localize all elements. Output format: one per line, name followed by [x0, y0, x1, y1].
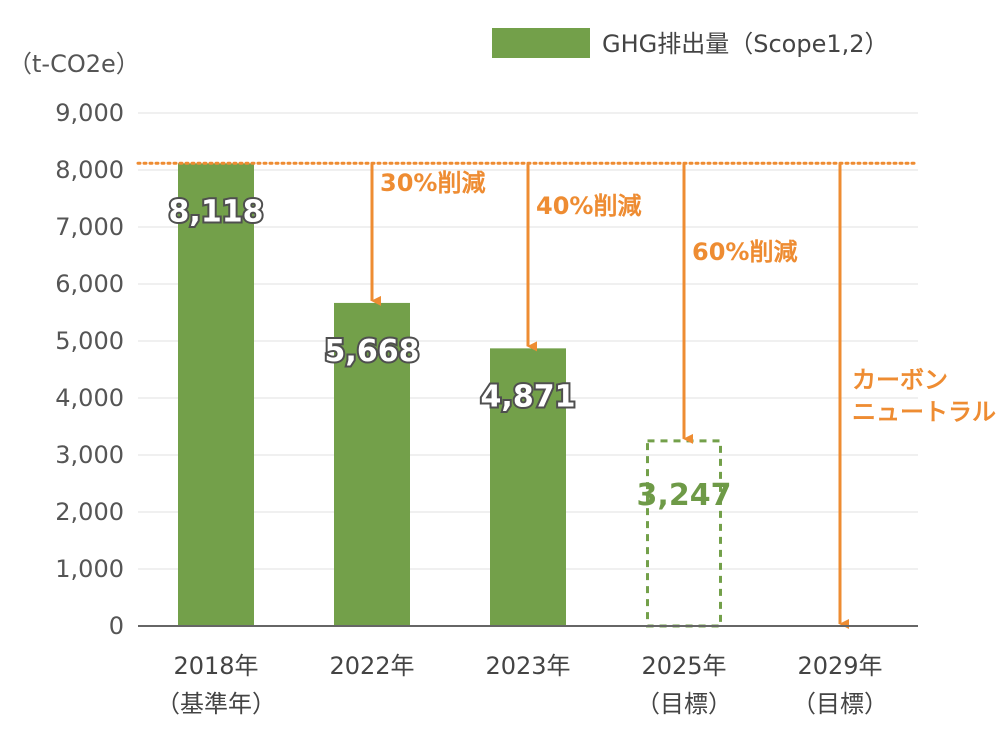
y-tick-label: 1,000: [55, 555, 124, 583]
bar-value-label: 4,871: [481, 379, 576, 414]
x-category-sublabel: （目標）: [636, 690, 732, 718]
y-tick-label: 4,000: [55, 384, 124, 412]
bar: [178, 163, 254, 627]
reduction-label-line2: ニュートラル: [852, 398, 996, 426]
legend-swatch: [492, 28, 590, 58]
reduction-label: カーボン: [852, 366, 948, 394]
x-category-label: 2018年: [173, 652, 258, 680]
y-axis-ticks: 9,000 8,000 7,000 6,000 5,000 4,000 3,000 2,000…: [55, 99, 124, 640]
y-tick-label: 2,000: [55, 498, 124, 526]
bar-value-label: 5,668: [325, 334, 420, 369]
y-tick-label: 7,000: [55, 213, 124, 241]
reduction-label: 60%削減: [692, 238, 797, 266]
y-tick-label: 3,000: [55, 441, 124, 469]
legend-label: GHG排出量（Scope1,2）: [602, 30, 889, 58]
x-category-sublabel: （基準年）: [156, 690, 276, 718]
reduction-label: 40%削減: [536, 192, 641, 220]
y-tick-label: 9,000: [55, 99, 124, 127]
x-category-label: 2022年: [329, 652, 414, 680]
x-category-label: 2029年: [797, 652, 882, 680]
y-tick-label: 6,000: [55, 270, 124, 298]
bar: [490, 348, 566, 626]
x-axis-categories: 2018年 （基準年） 2022年 2023年 2025年 （目標） 2029年 （目標）: [156, 652, 888, 718]
bar-value-labels: 8,118 5,668 4,871 3,247: [167, 192, 732, 513]
y-tick-label: 0: [109, 612, 124, 640]
x-category-label: 2025年: [641, 652, 726, 680]
target-value-label: 3,247: [637, 478, 732, 513]
reduction-label: 30%削減: [380, 169, 485, 197]
y-tick-label: 5,000: [55, 327, 124, 355]
y-axis-unit-label: （t-CO2e）: [8, 50, 140, 78]
bars: [178, 163, 722, 628]
x-category-sublabel: （目標）: [792, 690, 888, 718]
legend: GHG排出量（Scope1,2）: [492, 28, 889, 58]
x-category-label: 2023年: [485, 652, 570, 680]
bar-value-label: 8,118: [169, 194, 264, 229]
bar: [334, 302, 410, 626]
y-tick-label: 8,000: [55, 156, 124, 184]
target-bar: [646, 439, 722, 628]
